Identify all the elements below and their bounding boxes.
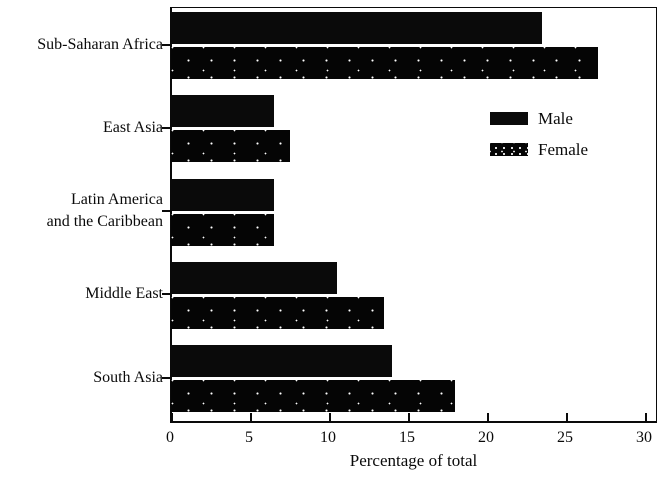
- bar-male-0: [171, 12, 543, 44]
- x-axis-tick-label-0: 0: [166, 429, 174, 446]
- x-axis-tick-10: [329, 413, 331, 421]
- x-axis-tick-25: [566, 413, 568, 421]
- bar-male-2: [171, 178, 274, 211]
- x-axis-tick-5: [250, 413, 252, 421]
- legend-row-male: Male: [490, 108, 588, 128]
- category-label-3: Middle East: [85, 285, 163, 303]
- legend-row-female: Female: [490, 139, 589, 159]
- bar-female-4: [171, 380, 456, 413]
- legend: Male Female: [490, 108, 589, 159]
- x-axis-title: Percentage of total: [349, 451, 478, 470]
- y-axis-category-tick-2: [162, 210, 171, 213]
- x-axis-tick-0: [171, 413, 173, 421]
- y-axis-category-tick-4: [162, 376, 171, 379]
- bar-female-2: [171, 213, 274, 246]
- x-axis-tick-label-10: 10: [320, 429, 336, 446]
- x-axis-tick-label-25: 25: [557, 429, 573, 446]
- x-axis-tick-label-30: 30: [636, 429, 652, 446]
- x-axis-tick-label-20: 20: [478, 429, 494, 446]
- bar-male-3: [171, 261, 337, 294]
- legend-swatch-female: [490, 142, 528, 156]
- x-axis-tick-20: [487, 413, 489, 421]
- legend-label-male: Male: [538, 108, 573, 128]
- plot-area: [170, 7, 657, 423]
- bar-female-1: [171, 130, 290, 163]
- category-label-0: Sub-Saharan Africa: [37, 35, 163, 53]
- bar-male-4: [171, 345, 393, 378]
- y-axis-category-tick-1: [162, 126, 171, 129]
- category-label-2: Latin America and the Caribbean: [46, 191, 163, 231]
- y-axis-category-tick-0: [162, 43, 171, 46]
- legend-label-female: Female: [538, 139, 589, 159]
- x-axis-tick-15: [408, 413, 410, 421]
- bar-male-1: [171, 95, 274, 128]
- x-axis-tick-30: [645, 413, 647, 421]
- bar-female-0: [171, 47, 598, 79]
- category-label-4: South Asia: [93, 368, 163, 386]
- category-label-1: East Asia: [103, 118, 163, 136]
- y-axis-category-tick-3: [162, 293, 171, 296]
- x-axis-tick-label-5: 5: [245, 429, 253, 446]
- x-axis-tick-label-15: 15: [399, 429, 415, 446]
- bar-female-3: [171, 296, 385, 329]
- legend-swatch-male: [490, 111, 528, 125]
